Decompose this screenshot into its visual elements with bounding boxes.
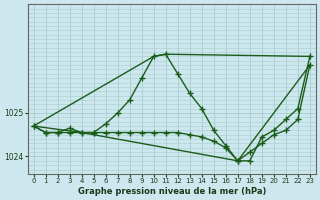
X-axis label: Graphe pression niveau de la mer (hPa): Graphe pression niveau de la mer (hPa) [77, 187, 266, 196]
